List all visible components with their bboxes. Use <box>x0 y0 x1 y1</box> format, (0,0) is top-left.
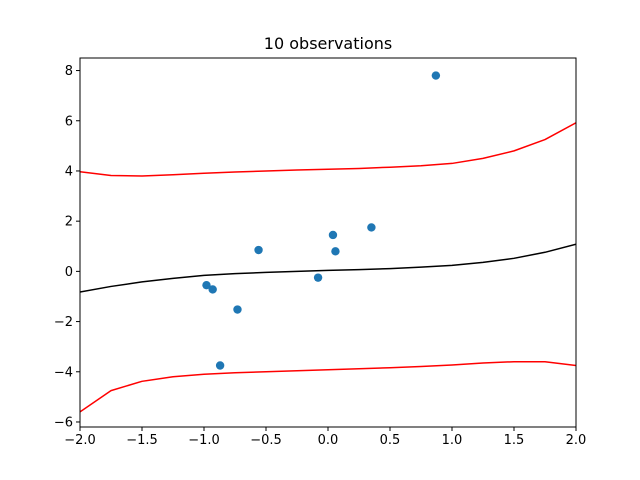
data-point-9 <box>431 71 441 80</box>
x-tick-label-5: 0.5 <box>380 433 401 448</box>
x-tick-label-4: 0.0 <box>318 433 339 448</box>
data-point-2 <box>215 361 225 370</box>
y-tick-label-3: 0 <box>65 265 73 280</box>
x-tick-label-6: 1.0 <box>442 433 463 448</box>
x-tick-label-1: −1.5 <box>126 433 158 448</box>
y-axis: −6 −4 −2 0 2 4 6 8 <box>54 64 80 430</box>
x-tick-label-2: −1.0 <box>188 433 220 448</box>
data-point-3 <box>233 305 242 314</box>
y-tick-label-0: −6 <box>54 415 73 430</box>
x-tick-label-8: 2.0 <box>566 433 587 448</box>
x-tick-label-7: 1.5 <box>504 433 525 448</box>
points-layer <box>202 71 441 370</box>
lines-layer <box>80 122 576 413</box>
data-point-4 <box>254 245 263 255</box>
data-point-1 <box>208 285 217 294</box>
series-line-1 <box>80 122 576 177</box>
data-point-6 <box>328 230 338 240</box>
data-point-7 <box>331 247 340 256</box>
y-tick-label-5: 4 <box>65 164 73 179</box>
series-line-2 <box>80 360 576 413</box>
x-tick-label-0: −2.0 <box>64 433 96 448</box>
y-tick-label-7: 8 <box>65 64 73 79</box>
y-tick-label-6: 6 <box>65 114 73 129</box>
plot-frame <box>79 57 577 428</box>
x-tick-label-3: −0.5 <box>250 433 282 448</box>
y-tick-label-4: 2 <box>65 215 73 230</box>
x-axis: −2.0 −1.5 −1.0 −0.5 0.0 0.5 1.0 1.5 2.0 <box>64 427 586 448</box>
chart-title: 10 observations <box>264 34 392 53</box>
data-point-0 <box>202 280 211 290</box>
y-tick-label-1: −4 <box>54 365 73 380</box>
data-point-5 <box>313 273 323 282</box>
series-line-0 <box>80 243 576 293</box>
y-tick-label-2: −2 <box>54 315 73 330</box>
data-point-8 <box>367 223 376 232</box>
